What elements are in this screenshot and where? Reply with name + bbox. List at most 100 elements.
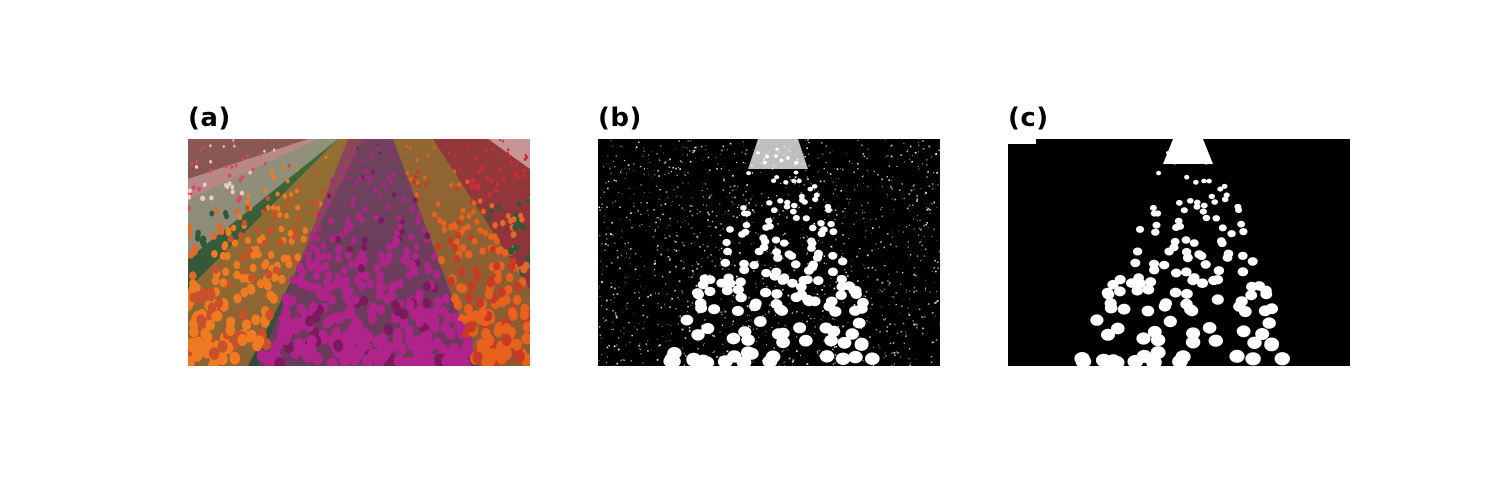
noise-speck — [842, 325, 844, 328]
noise-speck — [643, 147, 644, 149]
flower-dot — [400, 196, 406, 202]
mask-blob — [1211, 294, 1224, 305]
mask-blob — [1193, 203, 1201, 210]
noise-speck — [791, 361, 794, 363]
noise-speck — [640, 213, 642, 215]
noise-speck — [700, 276, 701, 278]
flower-dot — [525, 254, 530, 263]
mask-blob — [1104, 302, 1118, 314]
noise-speck — [665, 191, 668, 193]
noise-speck — [746, 220, 748, 222]
noise-speck — [674, 289, 676, 292]
noise-speck — [642, 327, 645, 330]
flower-dot — [265, 270, 273, 279]
flower-dot — [373, 263, 381, 273]
flower-dot — [214, 208, 220, 215]
flower-dot — [362, 206, 368, 213]
flower-dot — [489, 246, 496, 254]
noise-speck — [810, 183, 812, 185]
noise-speck — [612, 302, 614, 303]
mask-blob — [838, 257, 848, 266]
noise-speck — [823, 255, 826, 257]
noise-speck — [770, 217, 771, 219]
noise-speck — [707, 256, 709, 258]
flower-dot — [200, 195, 206, 201]
mask-blob — [824, 334, 838, 347]
noise-speck — [731, 201, 733, 203]
noise-speck — [743, 299, 745, 301]
flower-dot — [224, 164, 228, 169]
mask-blob — [1262, 317, 1276, 329]
noise-speck — [636, 332, 637, 334]
noise-speck — [837, 331, 839, 333]
mask-blob — [1176, 223, 1185, 230]
noise-speck — [782, 154, 784, 156]
flower-dot — [502, 294, 511, 305]
noise-speck — [760, 163, 762, 165]
noise-speck — [933, 267, 936, 269]
noise-speck — [760, 233, 762, 235]
noise-speck — [931, 361, 933, 363]
noise-speck — [604, 243, 607, 245]
noise-speck — [628, 188, 630, 189]
noise-speck — [654, 170, 656, 171]
flower-dot — [248, 170, 252, 175]
noise-speck — [799, 237, 801, 239]
noise-speck — [933, 172, 935, 174]
noise-speck — [902, 231, 905, 233]
noise-speck — [680, 260, 682, 262]
noise-speck — [808, 141, 810, 144]
noise-speck — [664, 161, 667, 164]
flower-dot — [385, 242, 392, 251]
noise-speck — [935, 153, 937, 155]
flower-dot — [479, 247, 486, 255]
noise-speck — [850, 270, 853, 272]
noise-speck — [841, 168, 844, 171]
noise-speck — [646, 316, 649, 318]
noise-speck — [680, 354, 682, 356]
noise-speck — [692, 150, 694, 151]
noise-speck — [745, 149, 748, 151]
noise-speck — [838, 178, 840, 179]
noise-speck — [598, 288, 600, 290]
noise-speck — [932, 183, 934, 185]
mask-blob — [809, 224, 817, 232]
flower-dot — [462, 344, 473, 357]
noise-speck — [907, 307, 909, 309]
noise-speck — [746, 204, 748, 206]
noise-speck — [925, 280, 926, 281]
noise-speck — [654, 230, 656, 232]
noise-speck — [682, 292, 684, 294]
noise-speck — [655, 247, 657, 249]
noise-speck — [921, 244, 923, 246]
noise-speck — [825, 145, 827, 147]
flower-dot — [493, 325, 504, 338]
flower-dot — [376, 147, 379, 151]
flower-dot — [297, 182, 302, 188]
noise-speck — [614, 294, 615, 295]
noise-speck — [819, 180, 822, 183]
flower-dot — [477, 227, 484, 234]
noise-speck — [806, 236, 808, 238]
flower-dot — [451, 221, 457, 229]
mask-blob — [695, 302, 708, 314]
noise-speck — [613, 235, 615, 237]
noise-speck — [883, 357, 885, 359]
mask-blob — [1136, 332, 1151, 345]
noise-speck — [910, 189, 913, 192]
noise-speck — [904, 198, 906, 200]
mask-blob — [835, 290, 847, 300]
mask-blob — [1213, 266, 1225, 276]
flower-dot — [396, 278, 405, 288]
noise-speck — [643, 168, 645, 170]
noise-speck — [808, 153, 810, 155]
noise-speck — [833, 343, 835, 346]
flower-dot — [459, 166, 463, 171]
noise-speck — [906, 334, 907, 335]
noise-speck — [878, 226, 880, 228]
noise-speck — [689, 150, 691, 152]
flower-dot — [419, 331, 430, 344]
flower-dot — [489, 202, 495, 209]
noise-speck — [893, 256, 894, 258]
flower-dot — [195, 160, 199, 164]
